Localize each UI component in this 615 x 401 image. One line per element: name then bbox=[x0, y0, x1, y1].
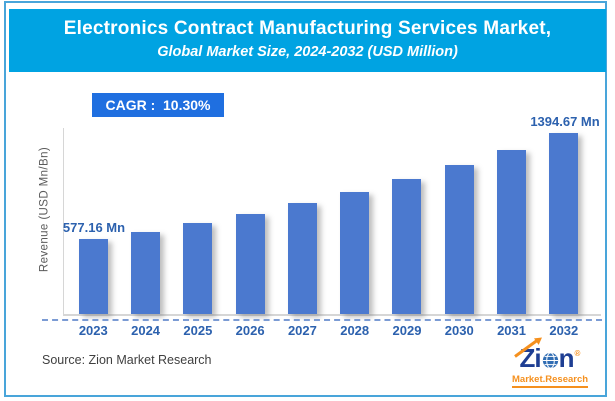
y-axis-label: Revenue (USD Mn/Bn) bbox=[38, 146, 51, 273]
chart-bar-2026 bbox=[235, 213, 265, 314]
chart-bar-2030 bbox=[444, 165, 474, 314]
x-axis-label-2023: 2023 bbox=[78, 323, 108, 338]
x-axis-label-2026: 2026 bbox=[235, 323, 265, 338]
chart-bar-2025 bbox=[183, 223, 213, 314]
chart-frame bbox=[4, 1, 607, 397]
chart-bar-2024 bbox=[131, 231, 161, 314]
chart-subtitle: Global Market Size, 2024-2032 (USD Milli… bbox=[157, 44, 458, 60]
x-axis-label-2032: 2032 bbox=[549, 323, 579, 338]
x-axis-line bbox=[63, 314, 601, 316]
logo-wordmark-zi: Zi bbox=[519, 343, 542, 373]
logo-wordmark: Zi n ® bbox=[512, 339, 588, 373]
chart-header: Electronics Contract Manufacturing Servi… bbox=[9, 9, 606, 72]
chart-bar-2029 bbox=[392, 179, 422, 314]
y-axis-line bbox=[63, 128, 64, 315]
x-axis-label-2025: 2025 bbox=[183, 323, 213, 338]
source-text: Source: Zion Market Research bbox=[42, 353, 212, 367]
cagr-badge: CAGR : 10.30% bbox=[92, 93, 224, 117]
x-axis-label-2030: 2030 bbox=[444, 323, 474, 338]
chart-bar-2028 bbox=[340, 191, 370, 314]
logo-tagline: Market.Research bbox=[512, 374, 588, 388]
x-axis-label-2031: 2031 bbox=[497, 323, 526, 338]
chart-bar-2031 bbox=[497, 150, 527, 314]
logo-wordmark-n: n bbox=[558, 343, 575, 373]
globe-icon bbox=[542, 347, 559, 373]
last-bar-value-label: 1394.67 Mn bbox=[530, 114, 600, 129]
registered-mark: ® bbox=[574, 349, 581, 358]
chart-bar-2032 bbox=[549, 133, 579, 314]
x-axis-label-2029: 2029 bbox=[392, 323, 422, 338]
x-axis-label-2028: 2028 bbox=[340, 323, 370, 338]
first-bar-value-label: 577.16 Mn bbox=[62, 220, 126, 235]
x-axis-label-2027: 2027 bbox=[287, 323, 317, 338]
dashed-baseline bbox=[42, 319, 602, 321]
x-axis-label-2024: 2024 bbox=[131, 323, 161, 338]
chart-bar-2023 bbox=[78, 239, 108, 314]
zion-logo: Zi n ® Market.Research bbox=[512, 339, 588, 393]
chart-title: Electronics Contract Manufacturing Servi… bbox=[63, 18, 552, 39]
chart-bar-2027 bbox=[287, 203, 317, 314]
